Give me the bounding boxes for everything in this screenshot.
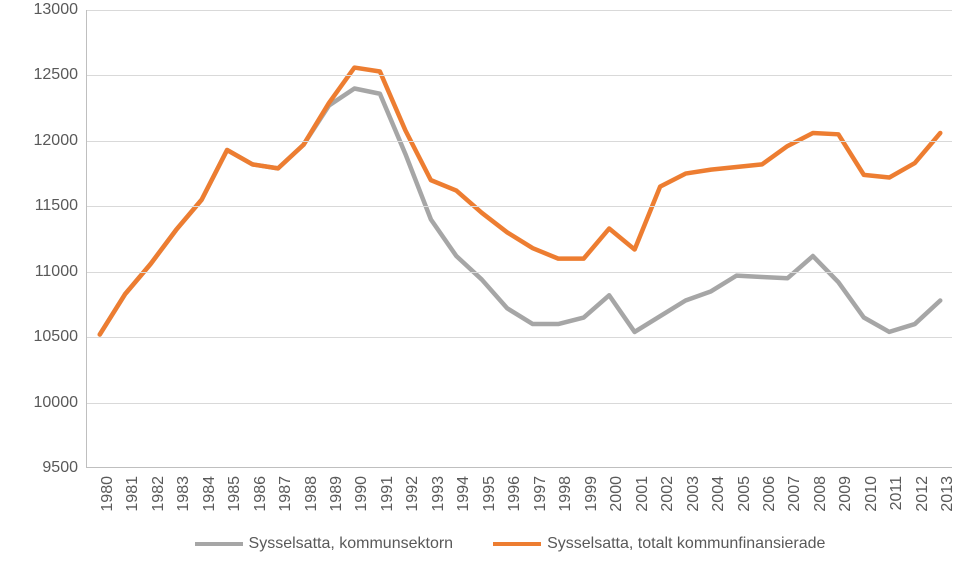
x-axis-label: 1987	[277, 476, 295, 526]
y-axis-label: 10500	[8, 328, 78, 346]
y-axis-label: 11500	[8, 197, 78, 215]
x-axis-label: 1984	[201, 476, 219, 526]
x-axis-label: 2013	[939, 476, 957, 526]
x-axis-label: 1985	[226, 476, 244, 526]
x-axis-label: 2004	[710, 476, 728, 526]
x-axis-label: 1988	[303, 476, 321, 526]
x-axis-label: 1993	[430, 476, 448, 526]
x-axis-label: 2005	[736, 476, 754, 526]
y-gridline	[87, 141, 952, 142]
x-axis-label: 1995	[481, 476, 499, 526]
series-line	[100, 89, 941, 335]
y-gridline	[87, 10, 952, 11]
x-axis-label: 2012	[914, 476, 932, 526]
x-axis-label: 1986	[252, 476, 270, 526]
y-axis-label: 12500	[8, 66, 78, 84]
y-gridline	[87, 403, 952, 404]
y-axis-label: 12000	[8, 132, 78, 150]
y-axis-label: 13000	[8, 1, 78, 19]
x-axis-label: 2002	[659, 476, 677, 526]
legend-item: Sysselsatta, totalt kommunfinansierade	[493, 535, 825, 553]
y-axis-label: 11000	[8, 263, 78, 281]
x-axis-label: 1991	[379, 476, 397, 526]
x-axis-label: 2007	[786, 476, 804, 526]
x-axis-label: 1989	[328, 476, 346, 526]
legend-swatch	[195, 542, 243, 546]
x-axis-label: 1982	[150, 476, 168, 526]
y-gridline	[87, 337, 952, 338]
legend-swatch	[493, 542, 541, 546]
x-axis-label: 1998	[557, 476, 575, 526]
x-axis-label: 1994	[455, 476, 473, 526]
x-axis-label: 1990	[353, 476, 371, 526]
legend-item: Sysselsatta, kommunsektorn	[195, 535, 454, 553]
y-gridline	[87, 206, 952, 207]
y-gridline	[87, 272, 952, 273]
y-gridline	[87, 75, 952, 76]
x-axis-label: 1980	[99, 476, 117, 526]
x-axis-label: 1997	[532, 476, 550, 526]
series-line	[100, 68, 941, 335]
x-axis-label: 2003	[685, 476, 703, 526]
x-axis-label: 1983	[175, 476, 193, 526]
x-axis-label: 2008	[812, 476, 830, 526]
employment-line-chart: Sysselsatta, kommunsektorn Sysselsatta, t…	[0, 0, 968, 570]
plot-area	[86, 10, 952, 468]
x-axis-label: 2006	[761, 476, 779, 526]
x-axis-label: 1999	[583, 476, 601, 526]
y-axis-label: 9500	[8, 459, 78, 477]
x-axis-label: 2011	[888, 476, 906, 526]
x-axis-label: 2001	[634, 476, 652, 526]
y-axis-label: 10000	[8, 394, 78, 412]
legend: Sysselsatta, kommunsektorn Sysselsatta, t…	[100, 535, 920, 553]
chart-lines	[87, 10, 953, 468]
x-axis-label: 1996	[506, 476, 524, 526]
legend-label: Sysselsatta, kommunsektorn	[249, 535, 454, 553]
x-axis-label: 2009	[837, 476, 855, 526]
x-axis-label: 2010	[863, 476, 881, 526]
x-axis-label: 1981	[124, 476, 142, 526]
x-axis-label: 1992	[404, 476, 422, 526]
legend-label: Sysselsatta, totalt kommunfinansierade	[547, 535, 825, 553]
x-axis-label: 2000	[608, 476, 626, 526]
